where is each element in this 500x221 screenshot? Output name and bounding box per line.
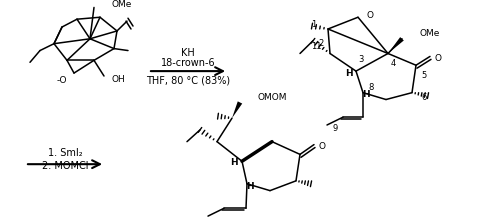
Text: 4: 4: [390, 59, 396, 68]
Text: THF, 80 °C (83%): THF, 80 °C (83%): [146, 76, 230, 86]
Text: -O: -O: [57, 76, 67, 85]
Text: O: O: [366, 11, 374, 20]
Text: 1. SmI₂: 1. SmI₂: [48, 149, 82, 158]
Text: O: O: [318, 142, 326, 151]
Text: 11: 11: [311, 42, 321, 51]
Text: 2. MOMCl: 2. MOMCl: [42, 161, 88, 171]
Text: OH: OH: [112, 75, 126, 84]
Text: 2: 2: [318, 39, 324, 48]
Text: H: H: [230, 158, 238, 167]
Text: 6: 6: [422, 93, 426, 102]
Text: OMe: OMe: [420, 29, 440, 38]
Text: 5: 5: [422, 70, 426, 80]
Text: 18-crown-6: 18-crown-6: [160, 58, 216, 68]
Polygon shape: [232, 101, 242, 118]
Text: KH: KH: [181, 48, 195, 59]
Text: OMe: OMe: [112, 0, 132, 9]
Text: OMOM: OMOM: [258, 93, 288, 102]
Text: 3: 3: [358, 55, 364, 64]
Text: O: O: [434, 54, 442, 63]
Text: H: H: [362, 90, 370, 99]
Text: 8: 8: [368, 83, 374, 92]
Polygon shape: [388, 37, 404, 53]
Text: H: H: [345, 69, 353, 78]
Text: H: H: [246, 182, 254, 191]
Text: 9: 9: [332, 124, 338, 133]
Text: 1: 1: [312, 20, 316, 29]
